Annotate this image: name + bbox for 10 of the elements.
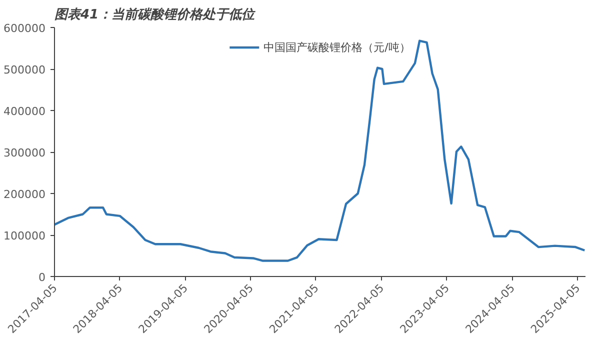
y-tick-label: 0 xyxy=(38,271,46,284)
line-series xyxy=(54,40,586,262)
y-tick-label: 200000 xyxy=(4,188,46,201)
chart-title: 图表41：当前碳酸锂价格处于低位 xyxy=(54,6,257,22)
y-tick-label: 400000 xyxy=(4,105,46,118)
y-tick-label: 500000 xyxy=(4,64,46,76)
legend-label: 中国国产碳酸锂价格（元/吨） xyxy=(264,40,410,54)
y-tick-label: 300000 xyxy=(4,146,46,160)
y-tick-label: 100000 xyxy=(4,230,46,242)
y-tick-label: 600000 xyxy=(4,22,46,35)
